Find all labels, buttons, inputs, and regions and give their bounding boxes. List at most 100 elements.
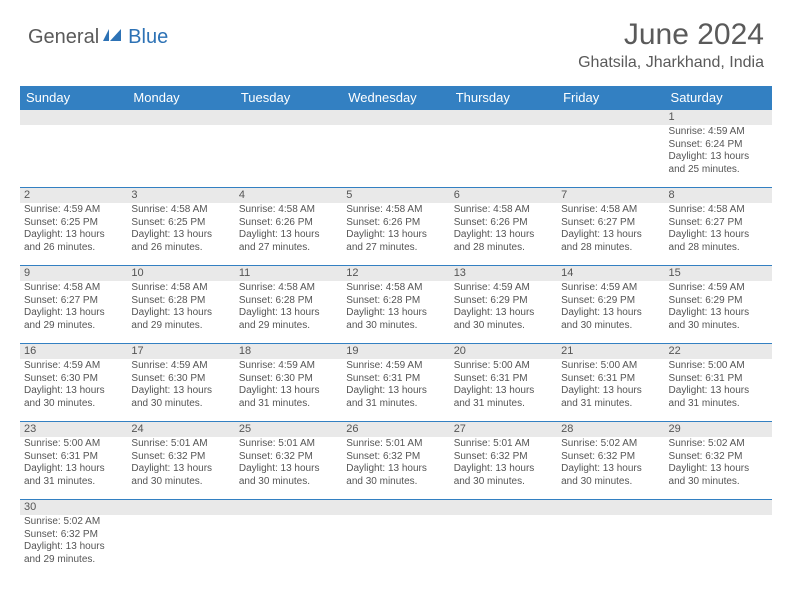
day-number	[127, 500, 234, 515]
calendar-week-row: 23Sunrise: 5:00 AMSunset: 6:31 PMDayligh…	[20, 422, 772, 500]
day-number	[20, 110, 127, 125]
day-number	[665, 500, 772, 515]
calendar-week-row: 9Sunrise: 4:58 AMSunset: 6:27 PMDaylight…	[20, 266, 772, 344]
day-number: 16	[20, 344, 127, 359]
calendar-day-cell: 17Sunrise: 4:59 AMSunset: 6:30 PMDayligh…	[127, 344, 234, 422]
day-number	[450, 500, 557, 515]
day-details	[127, 515, 234, 518]
day-number: 5	[342, 188, 449, 203]
title-block: June 2024 Ghatsila, Jharkhand, India	[578, 18, 764, 72]
day-details: Sunrise: 4:59 AMSunset: 6:30 PMDaylight:…	[20, 359, 127, 412]
calendar-day-cell	[20, 110, 127, 188]
calendar-day-cell: 30Sunrise: 5:02 AMSunset: 6:32 PMDayligh…	[20, 500, 127, 578]
day-details: Sunrise: 4:58 AMSunset: 6:28 PMDaylight:…	[342, 281, 449, 334]
calendar-day-cell: 18Sunrise: 4:59 AMSunset: 6:30 PMDayligh…	[235, 344, 342, 422]
calendar-day-cell: 3Sunrise: 4:58 AMSunset: 6:25 PMDaylight…	[127, 188, 234, 266]
weekday-header: Saturday	[665, 86, 772, 110]
day-number: 15	[665, 266, 772, 281]
calendar-day-cell: 4Sunrise: 4:58 AMSunset: 6:26 PMDaylight…	[235, 188, 342, 266]
day-number: 4	[235, 188, 342, 203]
day-number: 3	[127, 188, 234, 203]
calendar-day-cell: 10Sunrise: 4:58 AMSunset: 6:28 PMDayligh…	[127, 266, 234, 344]
day-number	[450, 110, 557, 125]
calendar-table: Sunday Monday Tuesday Wednesday Thursday…	[20, 86, 772, 578]
day-number: 8	[665, 188, 772, 203]
day-number: 7	[557, 188, 664, 203]
calendar-day-cell	[235, 110, 342, 188]
day-number: 23	[20, 422, 127, 437]
calendar-day-cell: 5Sunrise: 4:58 AMSunset: 6:26 PMDaylight…	[342, 188, 449, 266]
day-number	[557, 110, 664, 125]
calendar-day-cell	[127, 110, 234, 188]
calendar-day-cell	[557, 500, 664, 578]
day-number: 30	[20, 500, 127, 515]
calendar-week-row: 2Sunrise: 4:59 AMSunset: 6:25 PMDaylight…	[20, 188, 772, 266]
calendar-day-cell: 25Sunrise: 5:01 AMSunset: 6:32 PMDayligh…	[235, 422, 342, 500]
day-number: 26	[342, 422, 449, 437]
weekday-header: Tuesday	[235, 86, 342, 110]
day-details: Sunrise: 5:02 AMSunset: 6:32 PMDaylight:…	[557, 437, 664, 490]
day-number	[557, 500, 664, 515]
day-number: 17	[127, 344, 234, 359]
logo-text-blue: Blue	[128, 26, 168, 49]
day-details: Sunrise: 4:59 AMSunset: 6:29 PMDaylight:…	[450, 281, 557, 334]
header: General Blue June 2024 Ghatsila, Jharkha…	[0, 0, 792, 80]
day-details	[127, 125, 234, 128]
day-details: Sunrise: 5:01 AMSunset: 6:32 PMDaylight:…	[342, 437, 449, 490]
calendar-day-cell: 11Sunrise: 4:58 AMSunset: 6:28 PMDayligh…	[235, 266, 342, 344]
calendar-day-cell: 22Sunrise: 5:00 AMSunset: 6:31 PMDayligh…	[665, 344, 772, 422]
day-number	[127, 110, 234, 125]
calendar-day-cell	[450, 500, 557, 578]
calendar-day-cell: 19Sunrise: 4:59 AMSunset: 6:31 PMDayligh…	[342, 344, 449, 422]
day-number	[235, 110, 342, 125]
day-details: Sunrise: 5:01 AMSunset: 6:32 PMDaylight:…	[235, 437, 342, 490]
calendar-day-cell: 16Sunrise: 4:59 AMSunset: 6:30 PMDayligh…	[20, 344, 127, 422]
calendar-day-cell: 13Sunrise: 4:59 AMSunset: 6:29 PMDayligh…	[450, 266, 557, 344]
day-number: 28	[557, 422, 664, 437]
calendar-week-row: 1Sunrise: 4:59 AMSunset: 6:24 PMDaylight…	[20, 110, 772, 188]
day-details: Sunrise: 4:59 AMSunset: 6:24 PMDaylight:…	[665, 125, 772, 178]
day-number: 22	[665, 344, 772, 359]
calendar-day-cell: 9Sunrise: 4:58 AMSunset: 6:27 PMDaylight…	[20, 266, 127, 344]
day-details: Sunrise: 4:59 AMSunset: 6:29 PMDaylight:…	[665, 281, 772, 334]
day-number: 19	[342, 344, 449, 359]
location-subtitle: Ghatsila, Jharkhand, India	[578, 54, 764, 72]
day-details: Sunrise: 4:58 AMSunset: 6:25 PMDaylight:…	[127, 203, 234, 256]
day-number: 29	[665, 422, 772, 437]
calendar-day-cell	[127, 500, 234, 578]
day-details: Sunrise: 4:58 AMSunset: 6:26 PMDaylight:…	[342, 203, 449, 256]
day-details: Sunrise: 4:59 AMSunset: 6:30 PMDaylight:…	[127, 359, 234, 412]
day-details: Sunrise: 5:02 AMSunset: 6:32 PMDaylight:…	[20, 515, 127, 568]
calendar-day-cell: 21Sunrise: 5:00 AMSunset: 6:31 PMDayligh…	[557, 344, 664, 422]
day-details: Sunrise: 5:00 AMSunset: 6:31 PMDaylight:…	[20, 437, 127, 490]
day-number: 6	[450, 188, 557, 203]
weekday-header: Sunday	[20, 86, 127, 110]
calendar-day-cell: 15Sunrise: 4:59 AMSunset: 6:29 PMDayligh…	[665, 266, 772, 344]
calendar-day-cell: 7Sunrise: 4:58 AMSunset: 6:27 PMDaylight…	[557, 188, 664, 266]
weekday-header: Thursday	[450, 86, 557, 110]
day-details	[342, 515, 449, 518]
calendar-day-cell: 24Sunrise: 5:01 AMSunset: 6:32 PMDayligh…	[127, 422, 234, 500]
day-details: Sunrise: 5:00 AMSunset: 6:31 PMDaylight:…	[450, 359, 557, 412]
day-details	[665, 515, 772, 518]
day-details: Sunrise: 4:58 AMSunset: 6:27 PMDaylight:…	[20, 281, 127, 334]
day-details: Sunrise: 4:58 AMSunset: 6:27 PMDaylight:…	[557, 203, 664, 256]
day-number: 13	[450, 266, 557, 281]
weekday-header: Monday	[127, 86, 234, 110]
day-details: Sunrise: 4:59 AMSunset: 6:25 PMDaylight:…	[20, 203, 127, 256]
day-details	[557, 125, 664, 128]
calendar-week-row: 30Sunrise: 5:02 AMSunset: 6:32 PMDayligh…	[20, 500, 772, 578]
day-number: 18	[235, 344, 342, 359]
day-number	[342, 500, 449, 515]
page-title: June 2024	[578, 18, 764, 52]
day-details	[235, 515, 342, 518]
calendar-day-cell: 26Sunrise: 5:01 AMSunset: 6:32 PMDayligh…	[342, 422, 449, 500]
day-number: 21	[557, 344, 664, 359]
day-number: 2	[20, 188, 127, 203]
calendar-day-cell	[235, 500, 342, 578]
calendar-day-cell	[665, 500, 772, 578]
calendar-day-cell	[450, 110, 557, 188]
calendar-day-cell: 1Sunrise: 4:59 AMSunset: 6:24 PMDaylight…	[665, 110, 772, 188]
weekday-header-row: Sunday Monday Tuesday Wednesday Thursday…	[20, 86, 772, 110]
day-number: 24	[127, 422, 234, 437]
